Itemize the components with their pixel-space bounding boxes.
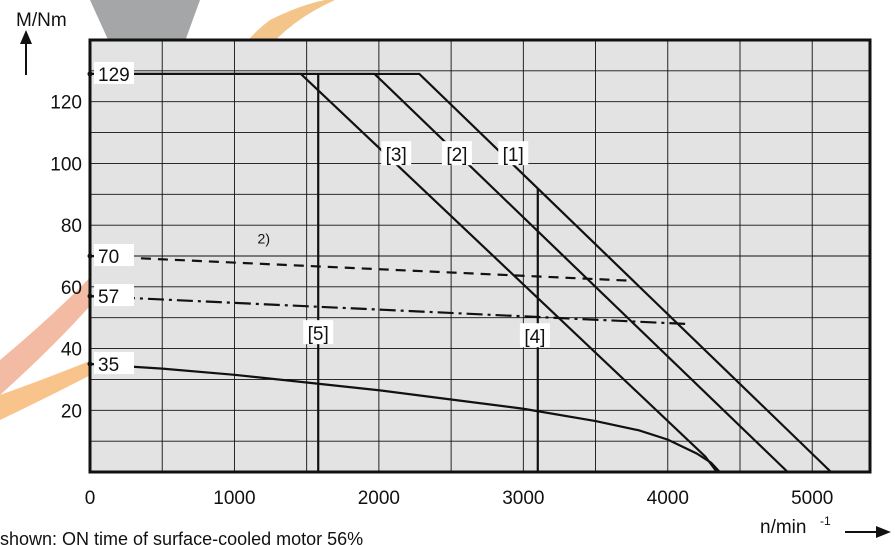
value-label-bg xyxy=(94,244,134,266)
value-labels: 129 70 57 35 xyxy=(87,61,134,376)
value-label-dot xyxy=(87,253,93,259)
y-tick-label: 120 xyxy=(50,93,82,114)
series-line-5 xyxy=(89,254,631,282)
curve-tag-bg xyxy=(498,141,529,166)
y-axis-arrow-icon xyxy=(20,30,32,75)
y-tick-label: 100 xyxy=(50,154,82,175)
curve-tag-bg xyxy=(381,141,412,166)
x-tick-label: 1000 xyxy=(213,488,255,509)
grid xyxy=(90,40,870,472)
value-label: 70 xyxy=(98,247,119,268)
x-tick-label: 3000 xyxy=(502,488,544,509)
value-label-bg xyxy=(94,352,134,374)
y-axis-label: M/Nm xyxy=(16,10,67,31)
value-label: 129 xyxy=(98,65,130,86)
curve-tag: [2] xyxy=(446,145,467,166)
chart-note: shown: ON time of surface-cooled motor 5… xyxy=(0,529,363,545)
footnote-marker: 2) xyxy=(258,231,270,247)
series-line-6 xyxy=(89,295,686,325)
series-layer xyxy=(89,72,832,473)
x-tick-label: 2000 xyxy=(358,488,400,509)
value-label: 35 xyxy=(98,355,119,376)
curve-tags: [1] [2] [3] [4] [5] xyxy=(303,141,550,348)
value-label-dot xyxy=(87,293,93,299)
x-tick-label: 5000 xyxy=(791,488,833,509)
curve-tag: [5] xyxy=(308,324,329,345)
value-label: 57 xyxy=(98,287,119,308)
y-tick-label: 20 xyxy=(61,401,82,422)
curve-tag-bg xyxy=(303,320,334,345)
curve-tag: [1] xyxy=(503,145,524,166)
curve-tag-bg xyxy=(441,141,472,166)
x-tick-label: 0 xyxy=(85,488,96,509)
y-tick-label: 60 xyxy=(61,278,82,299)
tick-labels: 0 1000 2000 3000 4000 5000 20 40 60 80 100 120 xyxy=(50,93,833,509)
curve-tag-bg xyxy=(519,323,550,348)
series-line-4 xyxy=(89,362,721,473)
value-label-dot xyxy=(87,71,93,77)
value-label-dot xyxy=(87,361,93,367)
x-axis-label-exponent: -1 xyxy=(820,514,831,528)
y-tick-label: 40 xyxy=(61,340,82,361)
y-tick-label: 80 xyxy=(61,216,82,237)
curve-tag: [4] xyxy=(524,327,545,348)
curve-tag: [3] xyxy=(386,145,407,166)
x-axis-label: n/min xyxy=(760,517,806,538)
value-label-bg xyxy=(94,61,134,84)
value-label-bg xyxy=(94,284,134,307)
x-axis-arrow-icon xyxy=(845,526,891,538)
x-tick-label: 4000 xyxy=(647,488,689,509)
